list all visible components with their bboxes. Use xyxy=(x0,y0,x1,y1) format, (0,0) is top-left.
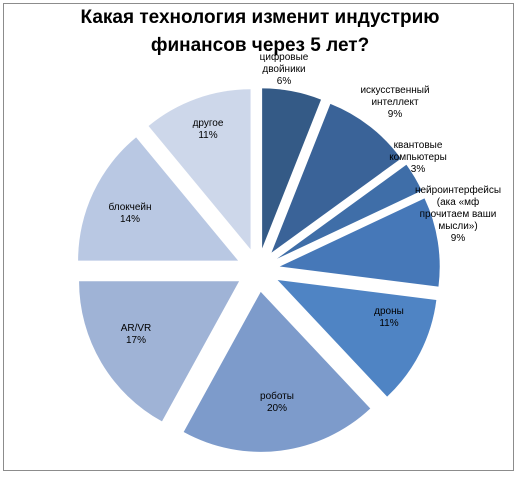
slice-label: блокчейн xyxy=(108,201,151,213)
slice-value-label: 17% xyxy=(126,335,146,346)
slice-label-group: нейроинтерфейсы (ака «мф прочитаем ваши мыс… xyxy=(415,184,501,244)
slice-value-label: 9% xyxy=(451,233,466,244)
slice-label: нейроинтерфейсы xyxy=(415,184,501,196)
slice-label: прочитаем ваши xyxy=(420,209,497,220)
pie-slice xyxy=(183,291,371,452)
slice-value-label: 3% xyxy=(411,164,426,175)
slice-label: интеллект xyxy=(371,97,419,108)
slice-value-label: 11% xyxy=(198,130,217,141)
slice-label-group: искусственный интеллект 9% xyxy=(360,85,429,120)
pie-slice xyxy=(79,281,240,422)
slice-label-group: AR/VR 17% xyxy=(121,323,152,346)
slice-label: цифровые xyxy=(260,51,309,63)
slice-label: другое xyxy=(193,118,224,129)
slice-label-group: дроны 11% xyxy=(374,306,404,329)
slice-label-group: блокчейн 14% xyxy=(108,201,151,225)
slice-label: мысли») xyxy=(438,221,477,232)
slice-value-label: 6% xyxy=(277,76,292,87)
slice-label: двойники xyxy=(262,64,305,75)
slice-value-label: 14% xyxy=(120,214,140,225)
slice-label-group: цифровые двойники 6% xyxy=(260,51,309,87)
chart-title: Какая технология изменит индустрию финан… xyxy=(0,4,520,60)
pie-slice xyxy=(271,103,401,253)
slice-label: квантовые xyxy=(394,140,443,151)
pie-slice xyxy=(276,164,422,259)
chart-title-line-1: Какая технология изменит индустрию xyxy=(80,7,440,28)
slice-label: (ака «мф xyxy=(437,196,480,208)
pie-slice xyxy=(262,88,322,249)
pie-slice xyxy=(148,89,251,250)
slice-label: роботы xyxy=(260,390,294,402)
pie-slice xyxy=(277,279,437,397)
slice-label: компьютеры xyxy=(389,152,447,163)
slice-label-group: другое 11% xyxy=(193,118,224,141)
slice-label-group: роботы 20% xyxy=(260,390,294,414)
slice-label-group: квантовые компьютеры 3% xyxy=(389,140,447,175)
pie-slice xyxy=(279,198,440,287)
slice-value-label: 20% xyxy=(267,403,287,414)
slice-label: искусственный xyxy=(360,85,429,96)
chart-title-line-2: финансов через 5 лет? xyxy=(150,35,370,56)
slice-value-label: 11% xyxy=(379,318,398,329)
slice-label: AR/VR xyxy=(121,323,152,334)
slice-value-label: 9% xyxy=(388,109,403,120)
slice-label: дроны xyxy=(374,306,404,317)
pie-slice xyxy=(78,137,239,261)
